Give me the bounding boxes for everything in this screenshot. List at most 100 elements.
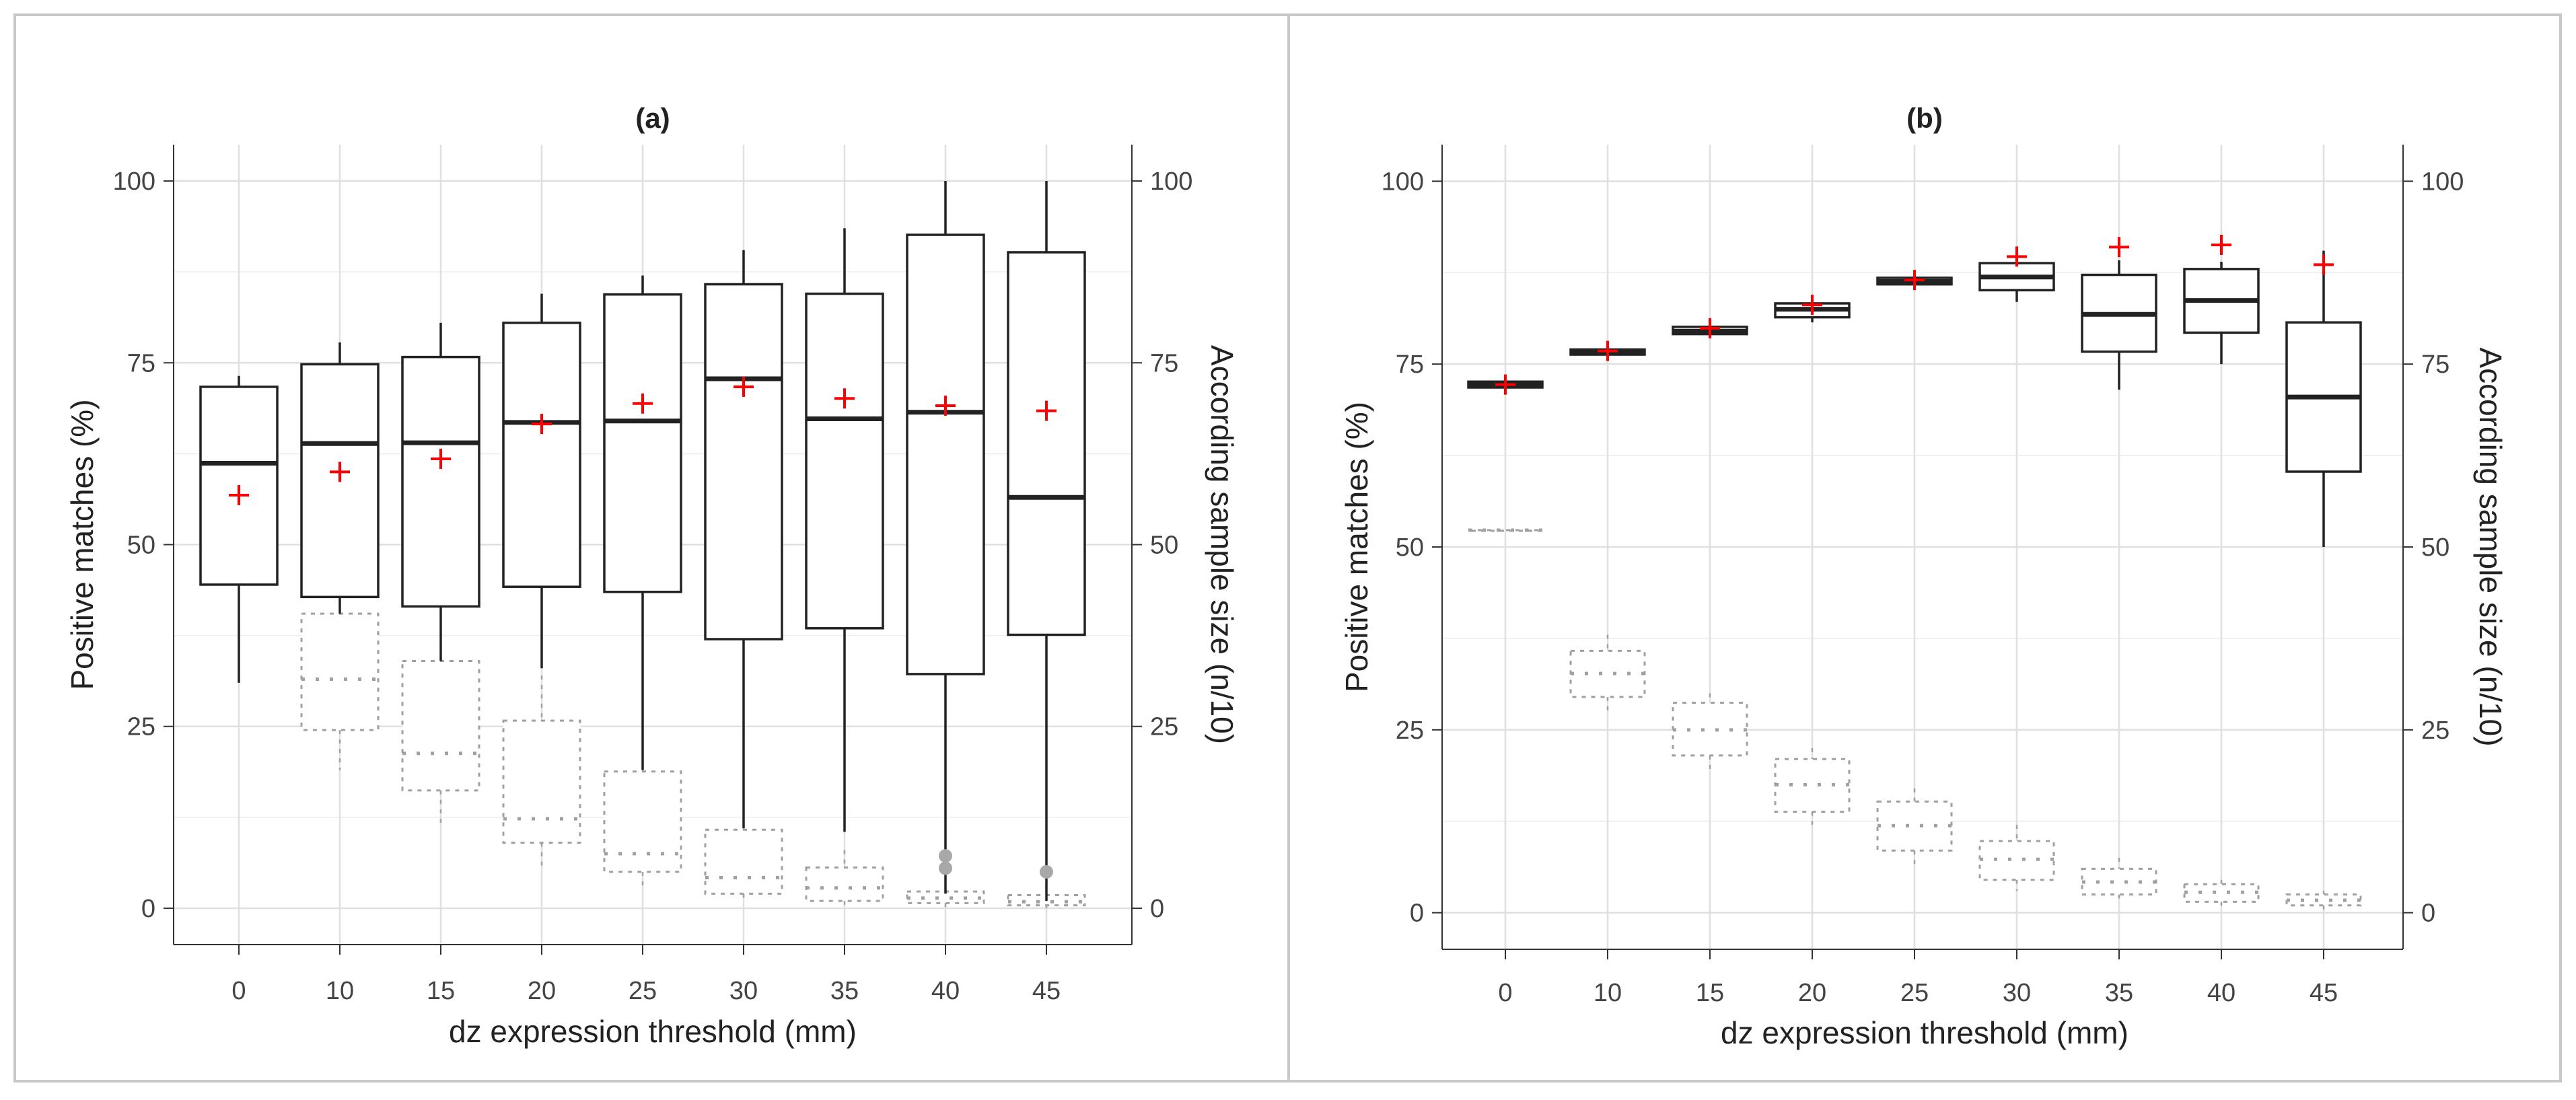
- y-tick-label: 100: [113, 168, 155, 196]
- x-tick-label: 40: [2207, 979, 2235, 1007]
- y2-tick-label: 50: [1150, 531, 1178, 560]
- sample-size-box: [704, 806, 783, 902]
- sample-size-box: [1672, 693, 1748, 774]
- x-tick-label: 20: [1798, 979, 1826, 1007]
- x-axis-label: dz expression threshold (mm): [1721, 1015, 2128, 1050]
- positive-matches-box: [704, 250, 783, 829]
- box-body: [2081, 867, 2157, 895]
- positive-matches-box: [906, 181, 985, 894]
- positive-matches-box: [1672, 318, 1748, 338]
- positive-matches-box: [2183, 234, 2260, 365]
- x-tick-label: 35: [2105, 979, 2133, 1007]
- box-body: [1876, 800, 1953, 852]
- y-tick-label: 50: [127, 531, 155, 560]
- y-tick-label: 0: [141, 895, 155, 923]
- panel-a: 0 25 50 75 100 0 25 50 75 100 0 10 15 20 25 30 35 40 45 (a)…: [65, 102, 1240, 1049]
- x-tick-label: 15: [427, 977, 455, 1005]
- y2-axis-label: According sample size (n/10): [1205, 345, 1240, 744]
- sample-size-box: [1978, 825, 2055, 891]
- x-tick-label: 30: [729, 977, 758, 1005]
- y2-tick-label: 0: [1150, 895, 1164, 923]
- box-body: [603, 293, 682, 593]
- y2-tick-label: 75: [2421, 351, 2449, 379]
- box-body: [502, 719, 581, 844]
- y2-tick-label: 25: [2421, 717, 2449, 745]
- x-tick-label: 25: [1900, 979, 1929, 1007]
- box-body: [603, 770, 682, 873]
- y-tick-label: 25: [1396, 717, 1424, 745]
- sample-size-box: [2285, 891, 2362, 911]
- positive-matches-box: [1774, 295, 1851, 323]
- box-body: [502, 322, 581, 588]
- sample-size-box: [2183, 879, 2260, 907]
- y2-tick-label: 100: [1150, 168, 1192, 196]
- x-tick-label: 45: [1032, 977, 1061, 1005]
- x-tick-label: 10: [1594, 979, 1622, 1007]
- sample-size-box: [1876, 788, 1953, 865]
- box-outlier: [1040, 865, 1053, 879]
- y-axis-label: Positive matches (%): [65, 399, 100, 690]
- positive-matches-box: [1569, 340, 1646, 361]
- x-tick-label: 15: [1696, 979, 1724, 1007]
- positive-matches-box: [1978, 246, 2055, 302]
- y-axis-label: Positive matches (%): [1339, 402, 1374, 692]
- box-outlier: [939, 849, 952, 863]
- x-tick-label: 45: [2310, 979, 2338, 1007]
- x-tick-label: 20: [528, 977, 556, 1005]
- y-tick-label: 25: [127, 713, 155, 741]
- box-body: [1672, 702, 1748, 757]
- y-tick-label: 75: [127, 349, 155, 377]
- positive-matches-box: [1007, 181, 1086, 902]
- box-body: [704, 828, 783, 895]
- sample-size-box: [1569, 634, 1646, 716]
- positive-matches-box: [2081, 237, 2157, 390]
- y2-tick-label: 100: [2421, 168, 2464, 196]
- box-body: [805, 292, 884, 630]
- box-outlier: [939, 861, 952, 875]
- box-body: [2285, 893, 2362, 907]
- y2-tick-label: 25: [1150, 713, 1178, 741]
- x-tick-label: 40: [931, 977, 960, 1005]
- y-tick-label: 100: [1382, 168, 1424, 196]
- box-body: [300, 612, 380, 731]
- box-body: [1569, 649, 1646, 698]
- box-body: [805, 866, 884, 902]
- y2-tick-label: 50: [2421, 534, 2449, 562]
- x-tick-label: 0: [1498, 979, 1512, 1007]
- sample-size-box: [502, 675, 581, 869]
- y-tick-label: 50: [1396, 534, 1424, 562]
- positive-matches-box: [603, 275, 682, 770]
- y-tick-label: 0: [1410, 900, 1424, 928]
- positive-matches-box: [401, 322, 480, 661]
- positive-matches-box: [199, 375, 279, 683]
- y2-tick-label: 0: [2421, 900, 2435, 928]
- x-axis-label: dz expression threshold (mm): [449, 1014, 857, 1049]
- y2-axis-label: According sample size (n/10): [2473, 347, 2508, 746]
- x-tick-label: 10: [326, 977, 354, 1005]
- panel-b: 0 25 50 75 100 0 25 50 75 100 0 10 15 20 25 30 35 40 45 (b)…: [1339, 102, 2508, 1050]
- box-body: [2183, 883, 2260, 903]
- sample-size-box: [1774, 748, 1851, 826]
- box-body: [1467, 529, 1544, 532]
- panel-frame-b: [1287, 13, 2562, 1083]
- chart-title: (a): [635, 102, 670, 134]
- positive-matches-box: [502, 293, 581, 669]
- chart-title: (b): [1906, 102, 1943, 134]
- box-body: [1978, 840, 2055, 881]
- y-tick-label: 75: [1396, 351, 1424, 379]
- positive-matches-box: [1467, 374, 1544, 395]
- box-body: [1774, 758, 1851, 813]
- x-tick-label: 25: [629, 977, 657, 1005]
- box-body: [704, 283, 783, 640]
- sample-size-box: [1467, 528, 1544, 532]
- positive-matches-box: [2285, 250, 2362, 547]
- box-body: [401, 659, 480, 792]
- box-body: [401, 355, 480, 608]
- box-body: [906, 233, 985, 675]
- box-body: [1007, 251, 1086, 636]
- positive-matches-box: [1876, 270, 1953, 291]
- sample-size-box: [805, 850, 884, 907]
- sample-size-box: [2081, 858, 2157, 902]
